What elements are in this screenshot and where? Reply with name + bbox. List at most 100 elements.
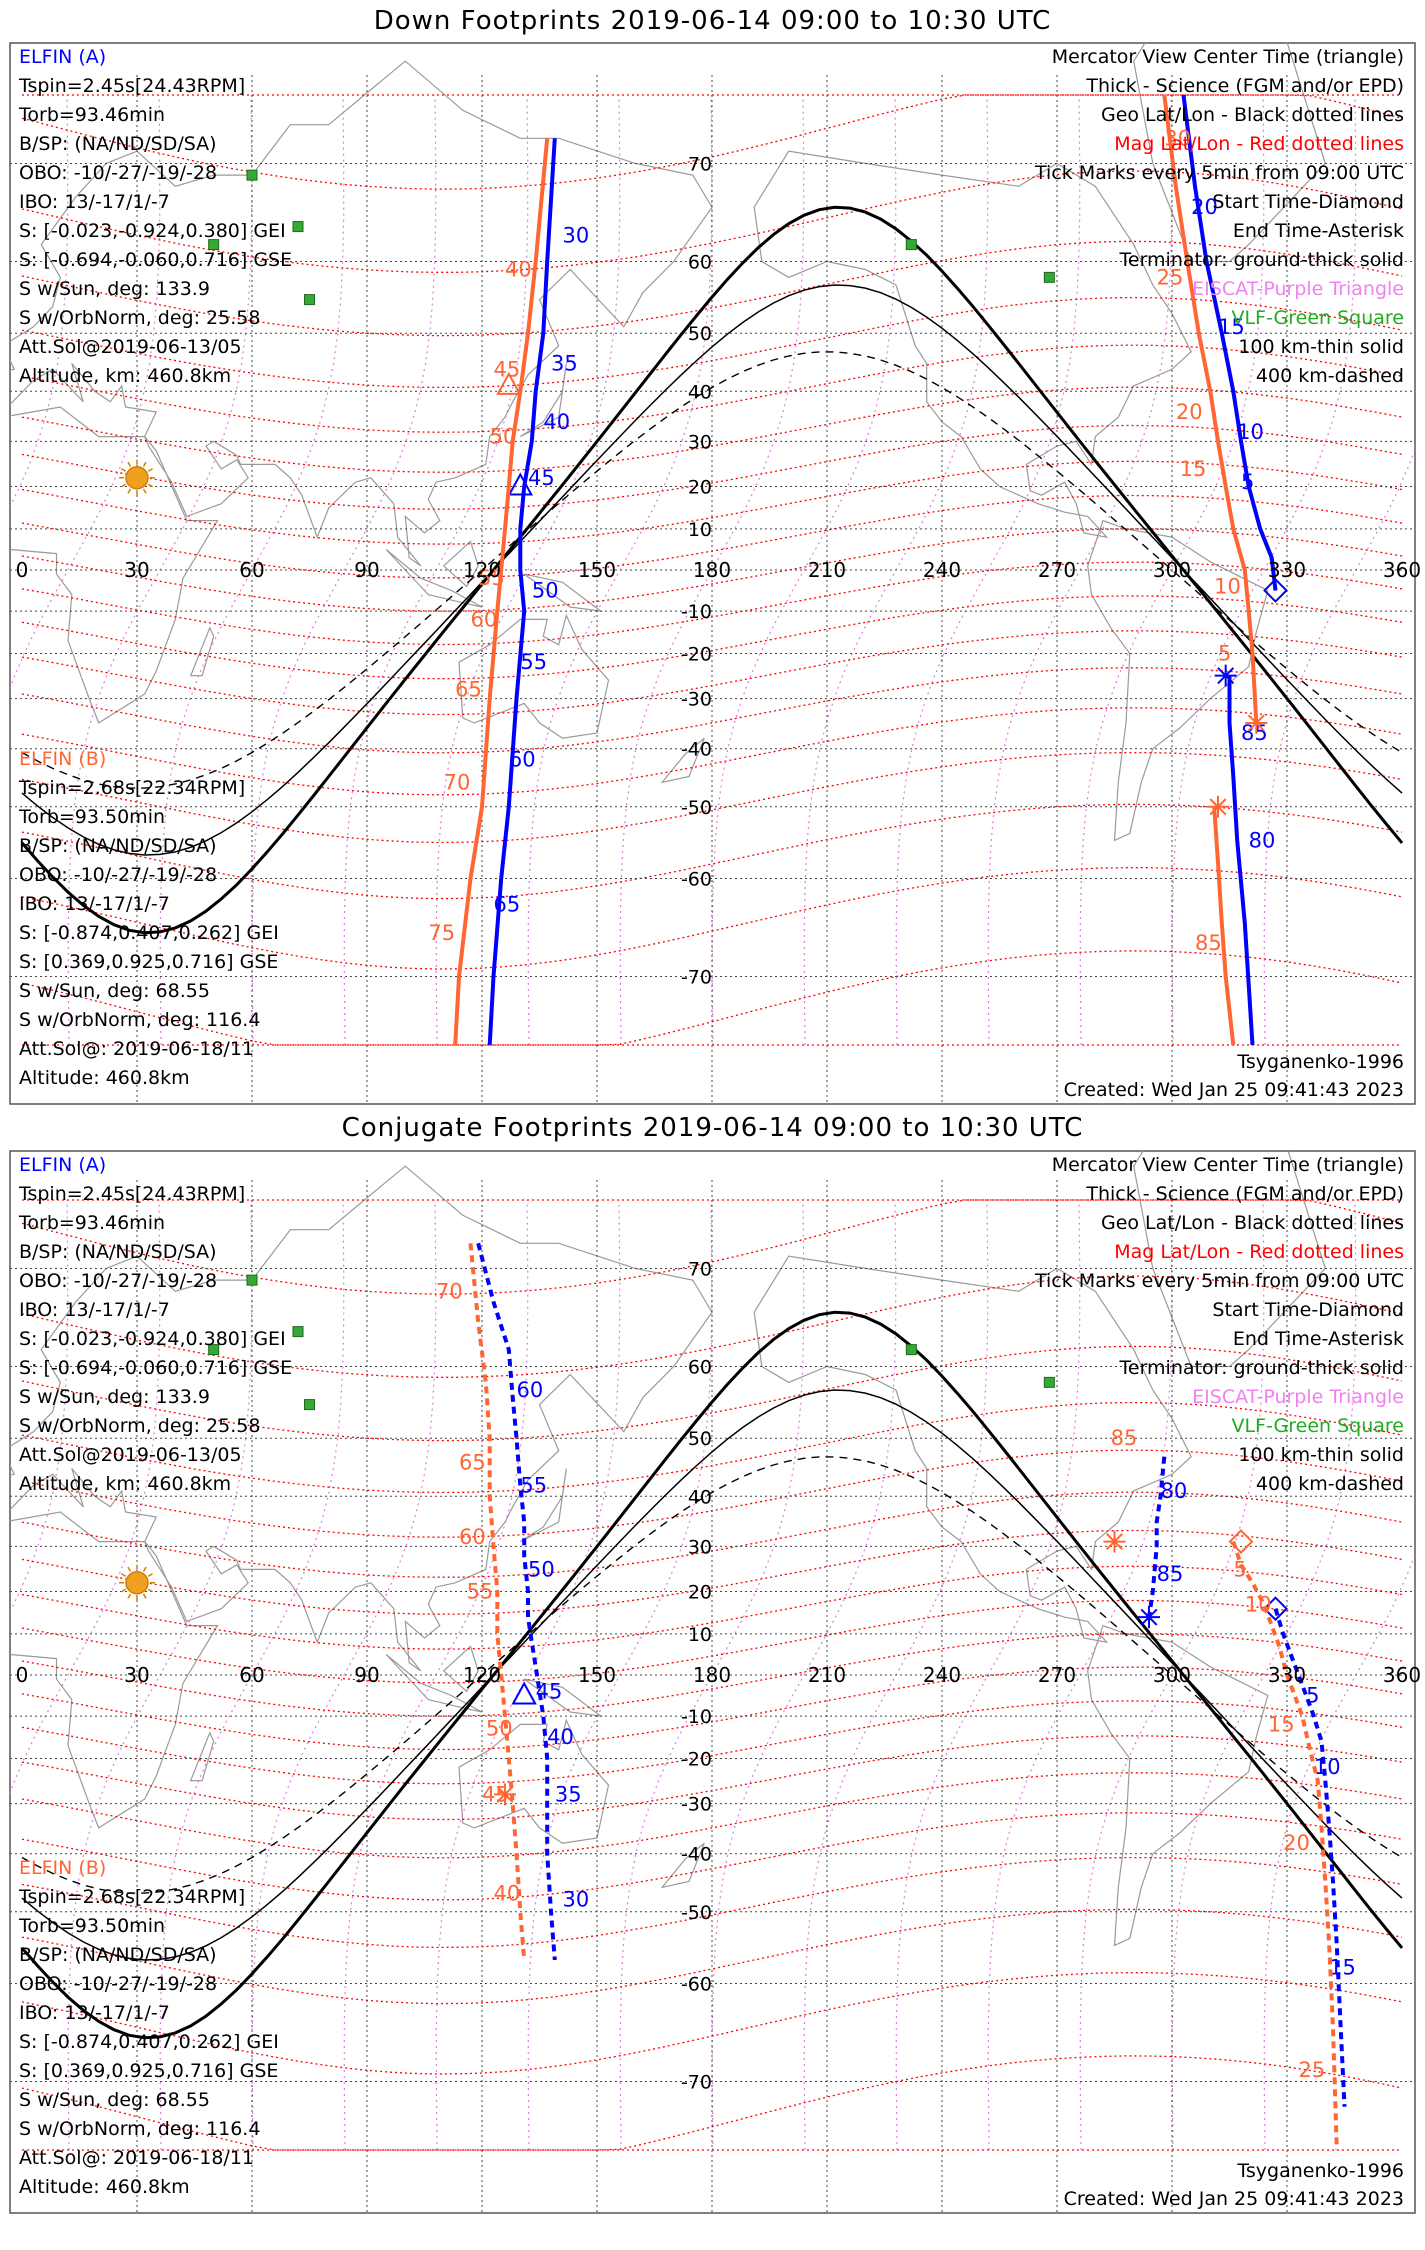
lat-tick-label: -10 (681, 601, 712, 623)
elfin-b-info-line: Tspin=2.68s[22.34RPM] (18, 1886, 245, 1908)
continent-outline (519, 1468, 567, 1543)
start-time-diamond (1263, 1596, 1288, 1622)
legend-entry: Tick Marks every 5min from 09:00 UTC (1034, 1270, 1404, 1292)
tick-time-label: 40 (494, 1881, 521, 1905)
elfin-a-info-line: Altitude, km: 460.8km (19, 1473, 231, 1495)
elfin-a-info-line: Torb=93.46min (18, 104, 165, 126)
mag-longitude-line (435, 1199, 621, 2151)
tick-time-label: 55 (520, 650, 547, 674)
continent-outline (10, 406, 219, 724)
legend-entry: Mercator View Center Time (triangle) (1052, 46, 1404, 68)
mag-longitude-line (10, 94, 161, 690)
legend-entry: Mercator View Center Time (triangle) (1052, 1154, 1404, 1176)
tick-time-label: 60 (509, 748, 536, 772)
lon-tick-label: 210 (808, 558, 846, 582)
lat-tick-label: -30 (681, 689, 712, 711)
map-panel-1: 6055504540353080855101570656055504540855… (9, 1150, 1421, 2214)
footprint-track (468, 1243, 527, 1961)
vlf-station-square (304, 1399, 315, 1411)
legend-entry: 400 km-dashed (1256, 1473, 1404, 1495)
tick-time-label: 85 (1157, 1562, 1184, 1586)
terminator-100km (21, 1389, 1403, 1961)
end-time-asterisk (1247, 714, 1265, 732)
mag-longitude-line (435, 94, 621, 1046)
legend-entry: VLF-Green Square (1231, 307, 1404, 329)
tick-time-label: 10 (1214, 574, 1241, 598)
legend-entry: 100 km-thin solid (1238, 336, 1404, 358)
lon-tick-label: 60 (239, 1663, 264, 1687)
elfin-a-info-line: B/SP: (NA/ND/SD/SA) (19, 1241, 217, 1263)
lon-tick-label: 30 (124, 558, 149, 582)
tick-time-label: 80 (1161, 1479, 1188, 1503)
tick-time-label: 30 (563, 1887, 590, 1911)
continent-outline (753, 1255, 1192, 1644)
center-time-triangle (496, 371, 522, 395)
elfin-a-info-line: S: [-0.023,-0.924,0.380] GEI (19, 1328, 286, 1350)
vlf-station-square (1043, 1376, 1055, 1388)
end-time-asterisk (1209, 798, 1227, 816)
elfin-a-info-line: S: [-0.694,-0.060,0.716] GSE (19, 1357, 292, 1379)
elfin-b-info-line: B/SP: (NA/ND/SD/SA) (19, 835, 217, 857)
created-timestamp: Created: Wed Jan 25 09:41:43 2023 (1064, 1079, 1404, 1101)
lat-tick-label: -20 (681, 643, 712, 665)
continent-outline (10, 60, 713, 567)
legend-entry: Tick Marks every 5min from 09:00 UTC (1034, 162, 1404, 184)
tick-time-label: 10 (1245, 1592, 1272, 1616)
continent-outline (442, 540, 479, 588)
sun-ray (142, 488, 147, 494)
lat-tick-label: 50 (688, 323, 712, 345)
mag-longitude-line (251, 1199, 437, 2151)
elfin-a-info-line: Torb=93.46min (18, 1212, 165, 1234)
vlf-station-square (208, 239, 220, 251)
footprint-track (487, 138, 557, 1046)
tick-time-label: 15 (1180, 457, 1207, 481)
lat-tick-label: 20 (688, 1582, 712, 1604)
end-time-asterisk (1217, 667, 1235, 685)
sun-ray (121, 1588, 127, 1593)
elfin-a-info-line: Tspin=2.45s[24.43RPM] (18, 75, 245, 97)
lon-tick-label: 240 (923, 558, 961, 582)
tick-time-label: 25 (1299, 2058, 1326, 2082)
elfin-b-info-line: Tspin=2.68s[22.34RPM] (18, 777, 245, 799)
lon-tick-label: 240 (923, 1663, 961, 1687)
lon-tick-label: 150 (578, 1663, 616, 1687)
lon-tick-label: 0 (16, 1663, 29, 1687)
tick-time-label: 50 (490, 425, 517, 449)
elfin-a-info-line: OBO: -10/-27/-19/-28 (19, 1270, 217, 1292)
tick-time-label: 65 (459, 1451, 486, 1475)
mag-latitude-line (21, 1633, 1403, 1717)
footprint-track (1147, 1456, 1167, 1618)
legend-entry: Geo Lat/Lon - Black dotted lines (1101, 104, 1404, 126)
lon-tick-label: 90 (354, 1663, 379, 1687)
elfin-a-info-line: S w/Sun, deg: 133.9 (19, 1386, 210, 1408)
lon-tick-label: 210 (808, 1663, 846, 1687)
footprint-track (1227, 675, 1255, 1046)
tick-time-label: 60 (459, 1525, 486, 1549)
lat-tick-label: 10 (688, 519, 712, 541)
tick-time-label: 85 (1111, 1426, 1138, 1450)
mag-longitude-line (251, 94, 437, 1046)
elfin-b-info-line: Att.Sol@: 2019-06-18/11 (19, 1038, 254, 1060)
legend-entry: Terminator: ground-thick solid (1119, 1357, 1405, 1379)
footprint-track (1273, 1608, 1347, 2107)
lon-tick-label: 180 (693, 1663, 731, 1687)
vlf-station-square (1043, 271, 1055, 283)
lon-tick-label: 330 (1268, 1663, 1306, 1687)
elfin-a-info-line: IBO: 13/-17/1/-7 (19, 1299, 170, 1321)
series-elfin-b: 40 45 50 55 60 65 70 75 30 25 20 15 10 5 85 (428, 94, 1268, 1046)
mag-latitude-line (21, 528, 1403, 612)
map-content: 6055504540353080855101570656055504540855… (10, 1151, 1415, 2213)
elfin-b-info-line: Altitude: 460.8km (19, 2176, 190, 2198)
vlf-station-square (905, 239, 917, 251)
legend-entry: Terminator: ground-thick solid (1119, 249, 1405, 271)
mag-latitude-line (21, 667, 1403, 754)
sun-ray (142, 1566, 147, 1572)
tick-time-label: 5 (1218, 641, 1231, 665)
elfin-b-info-line: Att.Sol@: 2019-06-18/11 (19, 2147, 254, 2169)
legend-entry: End Time-Asterisk (1233, 1328, 1404, 1350)
model-name: Tsyganenko-1996 (1236, 1051, 1404, 1073)
elfin-a-info-line: Tspin=2.45s[24.43RPM] (18, 1183, 245, 1205)
continent-outline (660, 1842, 705, 1889)
lat-tick-label: 50 (688, 1428, 712, 1450)
